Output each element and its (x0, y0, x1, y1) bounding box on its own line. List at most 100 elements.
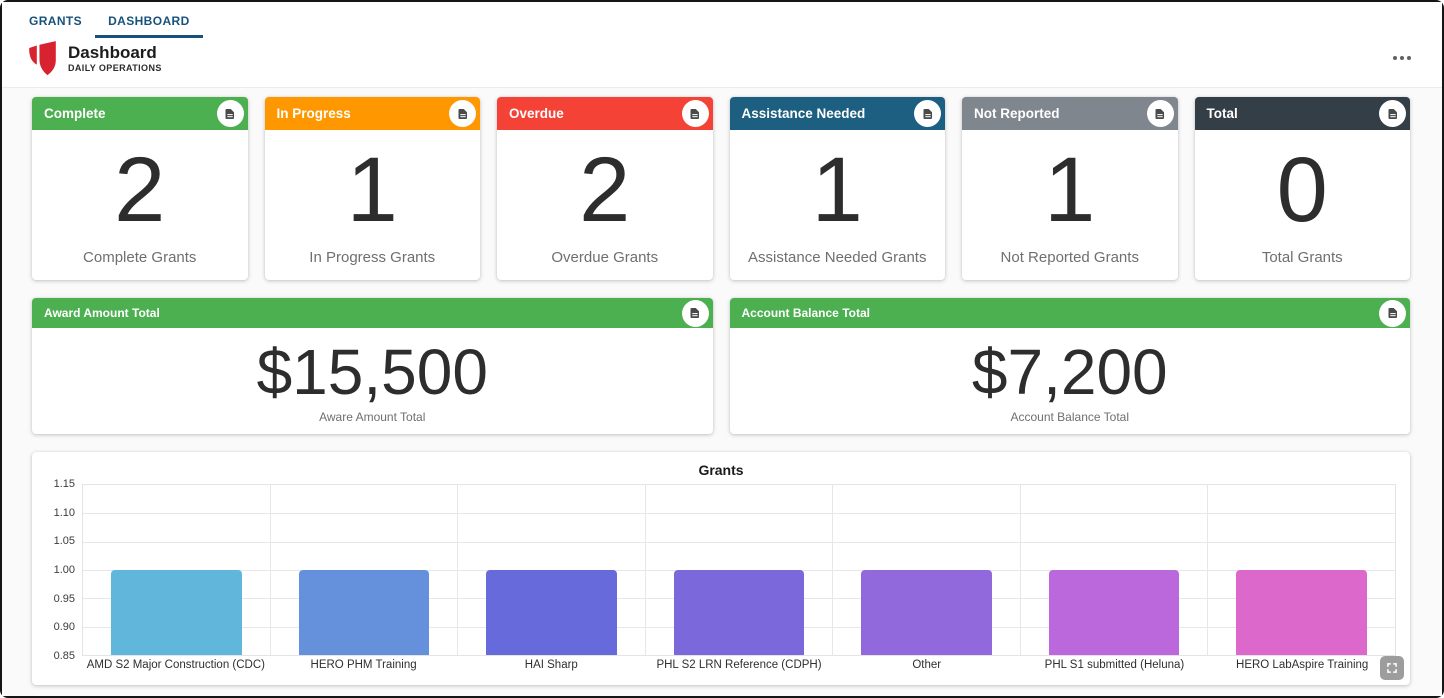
title-block: Dashboard DAILY OPERATIONS (68, 43, 162, 73)
stat-card-title: Overdue (509, 106, 564, 121)
stat-card-header: Overdue (497, 97, 713, 130)
summary-card-account-balance: Account Balance Total $7,200 Account Bal… (729, 298, 1410, 434)
chart-column (646, 485, 834, 655)
y-tick-label: 1.15 (53, 478, 75, 490)
stat-card-assistance-needed: Assistance Needed 1 Assistance Needed Gr… (729, 97, 945, 280)
document-report-icon (458, 108, 467, 119)
document-report-icon (1388, 308, 1397, 318)
report-button[interactable] (216, 100, 244, 127)
stat-card-title: Complete (44, 106, 106, 121)
report-button[interactable] (1146, 100, 1174, 127)
brand-row: Dashboard DAILY OPERATIONS (2, 38, 1442, 77)
stat-card-header: Total (1194, 97, 1410, 130)
more-options-button[interactable] (1385, 50, 1418, 66)
stat-card-overdue: Overdue 2 Overdue Grants (497, 97, 713, 280)
report-button[interactable] (1379, 100, 1406, 127)
report-button[interactable] (449, 100, 476, 127)
plot-area (82, 484, 1396, 656)
summary-value: $15,500 (256, 336, 488, 408)
gridline (83, 513, 1395, 515)
report-button[interactable] (681, 100, 709, 127)
stat-caption: Not Reported Grants (1000, 249, 1139, 266)
tab-dashboard[interactable]: DASHBOARD (95, 9, 203, 38)
stat-caption: Complete Grants (83, 249, 197, 266)
bar-5[interactable] (861, 570, 992, 655)
stat-caption: Total Grants (1261, 249, 1343, 266)
report-button[interactable] (681, 299, 709, 327)
ellipsis-more-icon (1392, 56, 1397, 60)
chart-column (271, 485, 459, 655)
x-category-label: PHL S1 submitted (Heluna) (1044, 659, 1185, 671)
stat-card-title: In Progress (276, 106, 351, 121)
document-report-icon (1155, 108, 1164, 119)
x-category-label: AMD S2 Major Construction (CDC) (86, 659, 265, 671)
x-category-label: HERO LabAspire Training (1236, 659, 1369, 671)
stat-caption: Overdue Grants (551, 249, 659, 266)
stat-value: 2 (114, 138, 166, 241)
document-report-icon (690, 308, 699, 318)
top-bar: GRANTS DASHBOARD Dashboard DAILY OPERATI… (2, 2, 1442, 88)
y-tick-label: 0.90 (53, 621, 75, 634)
chart-column (83, 485, 271, 655)
document-report-icon (923, 108, 932, 119)
summary-card-row: Award Amount Total $15,500 Aware Amount … (32, 298, 1410, 434)
red-shield-logo-icon (29, 41, 56, 76)
stat-card-row: Complete 2 Complete Grants In Progress 1… (32, 97, 1410, 280)
summary-card-title: Award Amount Total (44, 306, 160, 320)
x-category-label: Other (912, 659, 942, 671)
stat-card-title: Not Reported (974, 106, 1060, 121)
page-subtitle: DAILY OPERATIONS (68, 62, 162, 73)
stat-value: 0 (1276, 138, 1328, 241)
x-category-label: HAI Sharp (524, 659, 578, 671)
stat-caption: In Progress Grants (309, 249, 436, 266)
bar-columns (83, 485, 1395, 655)
y-axis: 1.15 1.10 1.05 1.00 0.95 0.90 0.85 (44, 478, 82, 662)
grants-chart-card: Grants 1.15 1.10 1.05 1.00 0.95 0.90 0.85 AMD … (32, 452, 1410, 685)
stat-value: 2 (579, 138, 631, 241)
bar-1[interactable] (110, 570, 242, 655)
report-button[interactable] (914, 100, 941, 127)
x-axis: AMD S2 Major Construction (CDC) HERO PHM … (82, 659, 1396, 671)
y-tick-label: 1.00 (53, 564, 75, 576)
bar-3[interactable] (486, 570, 617, 655)
document-report-icon (690, 108, 699, 119)
bar-7[interactable] (1236, 570, 1368, 655)
bar-2[interactable] (298, 570, 430, 655)
x-category-label: PHL S2 LRN Reference (CDPH) (656, 659, 822, 671)
stat-card-header: Not Reported (962, 97, 1178, 130)
summary-caption: Aware Amount Total (319, 410, 426, 424)
fullscreen-button[interactable] (1380, 656, 1404, 680)
chart-title: Grants (698, 462, 744, 478)
stat-card-complete: Complete 2 Complete Grants (32, 97, 248, 280)
stat-card-header: In Progress (264, 97, 480, 130)
summary-card-header: Award Amount Total (32, 298, 713, 328)
tab-grants[interactable]: GRANTS (29, 14, 83, 28)
dashboard-content: Complete 2 Complete Grants In Progress 1… (2, 88, 1442, 696)
bar-chart: 1.15 1.10 1.05 1.00 0.95 0.90 0.85 AMD S2 Majo… (44, 478, 1396, 671)
stat-card-title: Total (1206, 106, 1238, 121)
chart-column (1208, 485, 1395, 655)
summary-card-header: Account Balance Total (729, 298, 1410, 328)
stat-value: 1 (811, 138, 863, 241)
document-report-icon (1388, 108, 1397, 119)
summary-card-award-amount: Award Amount Total $15,500 Aware Amount … (32, 298, 713, 434)
summary-card-title: Account Balance Total (741, 306, 870, 320)
summary-value: $7,200 (971, 336, 1168, 408)
stat-value: 1 (1044, 138, 1096, 241)
stat-value: 1 (346, 138, 398, 241)
fullscreen-expand-icon (1387, 663, 1397, 673)
chart-column (458, 485, 646, 655)
y-tick-label: 1.05 (53, 535, 75, 548)
gridline (83, 541, 1395, 543)
stat-card-header: Assistance Needed (729, 97, 945, 130)
bar-6[interactable] (1048, 570, 1180, 655)
chart-column (833, 485, 1021, 655)
document-report-icon (225, 108, 234, 119)
stat-card-total: Total 0 Total Grants (1194, 97, 1410, 280)
stat-card-header: Complete (32, 97, 248, 130)
x-category-label: HERO PHM Training (310, 659, 417, 671)
report-button[interactable] (1379, 299, 1406, 327)
bar-4[interactable] (673, 570, 805, 655)
y-tick-label: 1.10 (53, 506, 75, 519)
